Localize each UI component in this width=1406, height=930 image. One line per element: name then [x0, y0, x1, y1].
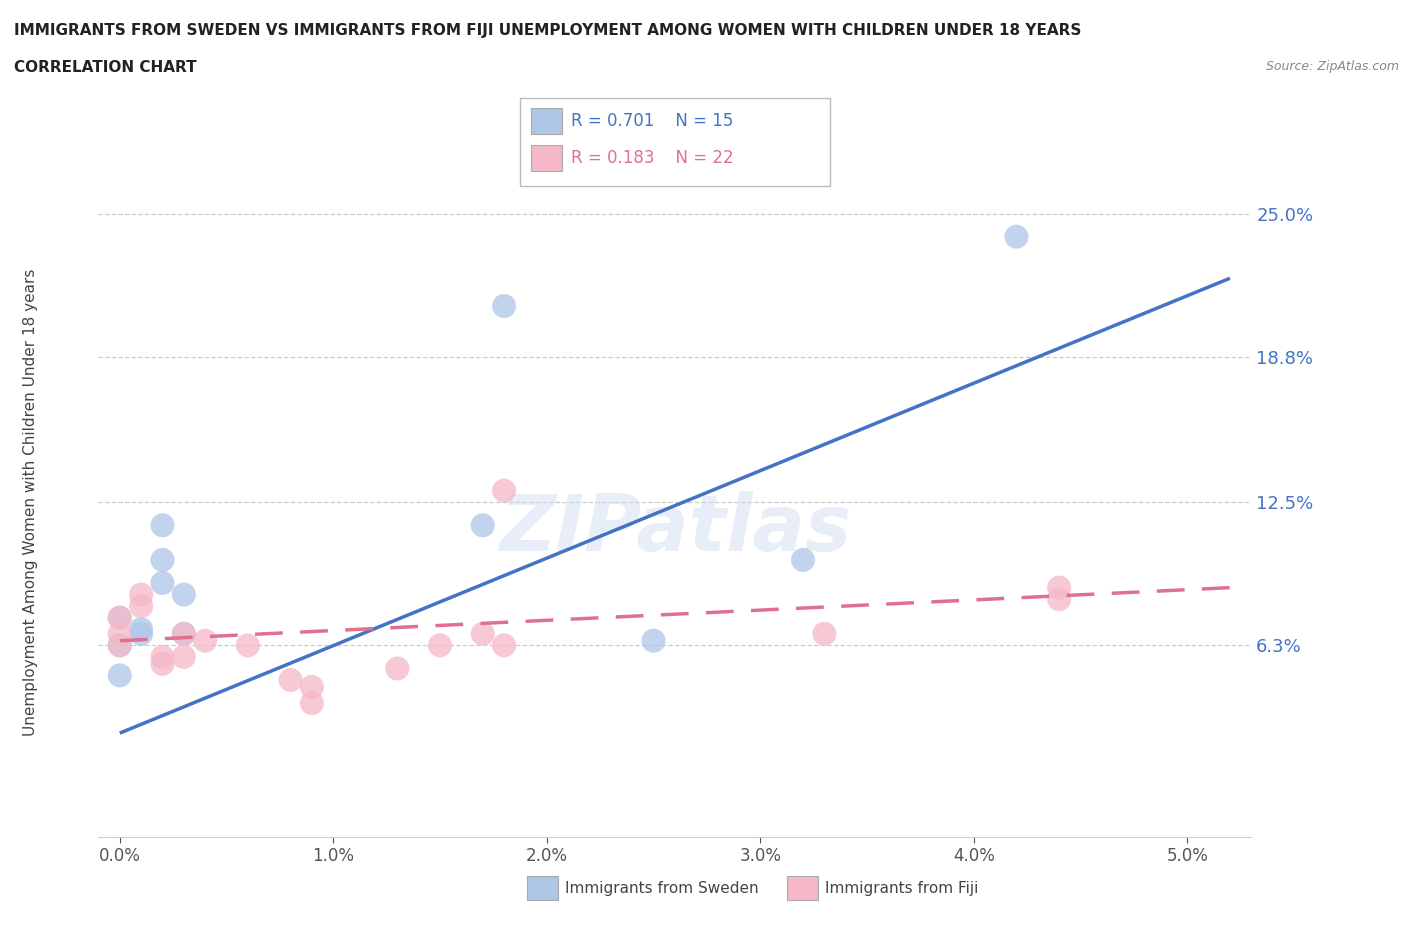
Text: IMMIGRANTS FROM SWEDEN VS IMMIGRANTS FROM FIJI UNEMPLOYMENT AMONG WOMEN WITH CHI: IMMIGRANTS FROM SWEDEN VS IMMIGRANTS FRO… [14, 23, 1081, 38]
Point [471, 518, 494, 533]
Point [173, 649, 195, 664]
Text: R = 0.701    N = 15: R = 0.701 N = 15 [571, 112, 733, 130]
Point [301, 696, 323, 711]
Text: ZIPatlas: ZIPatlas [499, 491, 851, 567]
Point [1047, 580, 1070, 595]
Point [194, 633, 217, 648]
Point [152, 657, 174, 671]
Text: CORRELATION CHART: CORRELATION CHART [14, 60, 197, 75]
Text: Unemployment Among Women with Children Under 18 years: Unemployment Among Women with Children U… [24, 269, 38, 736]
Point [152, 552, 174, 567]
Point [108, 610, 131, 625]
Point [108, 627, 131, 642]
Point [129, 627, 152, 642]
Point [387, 661, 409, 676]
Point [173, 587, 195, 602]
Point [173, 627, 195, 642]
Point [429, 638, 451, 653]
Point [494, 638, 516, 653]
Point [108, 610, 131, 625]
Point [471, 627, 494, 642]
Point [152, 649, 174, 664]
Point [152, 518, 174, 533]
Point [301, 680, 323, 695]
Text: Immigrants from Fiji: Immigrants from Fiji [825, 881, 979, 896]
Point [643, 633, 665, 648]
Point [236, 638, 259, 653]
Point [494, 299, 516, 313]
Point [813, 627, 835, 642]
Text: R = 0.183    N = 22: R = 0.183 N = 22 [571, 149, 734, 167]
Point [280, 672, 302, 687]
Point [129, 587, 152, 602]
Point [173, 627, 195, 642]
Text: Immigrants from Sweden: Immigrants from Sweden [565, 881, 759, 896]
Point [129, 599, 152, 614]
Text: Source: ZipAtlas.com: Source: ZipAtlas.com [1265, 60, 1399, 73]
Point [494, 484, 516, 498]
Point [1047, 591, 1070, 606]
Point [108, 638, 131, 653]
Point [108, 668, 131, 683]
Point [1005, 229, 1028, 244]
Point [792, 552, 814, 567]
Point [152, 576, 174, 591]
Point [108, 638, 131, 653]
Point [129, 622, 152, 637]
